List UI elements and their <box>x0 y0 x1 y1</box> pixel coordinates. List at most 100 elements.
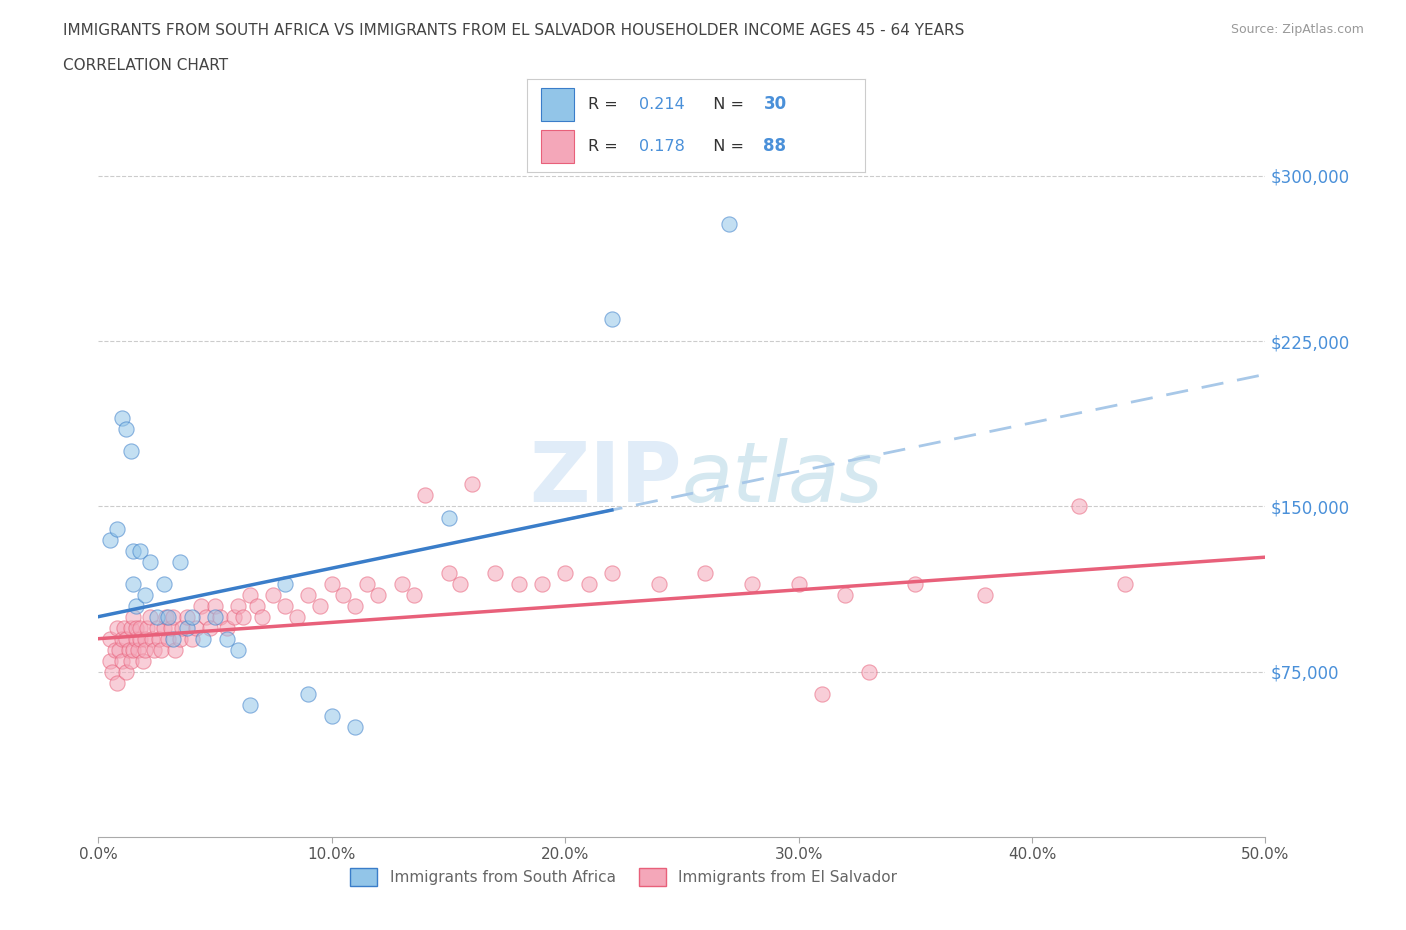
Point <box>717 217 740 232</box>
Point <box>695 565 717 580</box>
Point <box>98 631 121 646</box>
Point <box>139 554 162 569</box>
FancyBboxPatch shape <box>541 130 575 163</box>
Text: N =: N = <box>703 97 749 112</box>
Point <box>1114 577 1136 591</box>
Point <box>157 631 180 646</box>
Point <box>172 620 194 635</box>
Point <box>402 587 425 602</box>
Point <box>112 620 135 635</box>
Text: 0.178: 0.178 <box>638 139 685 153</box>
Point <box>321 709 343 724</box>
Point <box>146 609 169 624</box>
Point <box>974 587 997 602</box>
Point <box>297 686 319 701</box>
Point <box>484 565 506 580</box>
Point <box>741 577 763 591</box>
Text: R =: R = <box>588 97 623 112</box>
Point <box>232 609 254 624</box>
Point <box>413 488 436 503</box>
Point <box>600 565 623 580</box>
Point <box>508 577 530 591</box>
Point <box>129 543 152 558</box>
Point <box>204 598 226 613</box>
Point <box>321 577 343 591</box>
Text: IMMIGRANTS FROM SOUTH AFRICA VS IMMIGRANTS FROM EL SALVADOR HOUSEHOLDER INCOME A: IMMIGRANTS FROM SOUTH AFRICA VS IMMIGRAN… <box>63 23 965 38</box>
Point <box>148 631 170 646</box>
Point <box>204 609 226 624</box>
Point <box>391 577 413 591</box>
Point <box>125 598 148 613</box>
Point <box>461 477 484 492</box>
Point <box>122 609 145 624</box>
Text: R =: R = <box>588 139 623 153</box>
Point <box>159 620 181 635</box>
Point <box>129 620 152 635</box>
Text: CORRELATION CHART: CORRELATION CHART <box>63 58 228 73</box>
Point <box>169 554 191 569</box>
Point <box>437 510 460 525</box>
Point <box>262 587 284 602</box>
Point <box>115 664 138 679</box>
Point <box>115 631 138 646</box>
Point <box>104 643 127 658</box>
Point <box>811 686 834 701</box>
Point <box>344 598 367 613</box>
Point <box>297 587 319 602</box>
Point <box>120 444 142 458</box>
Point <box>105 620 128 635</box>
Point <box>155 609 177 624</box>
Point <box>239 587 262 602</box>
Point <box>344 720 367 735</box>
Point <box>186 620 208 635</box>
Point <box>134 631 156 646</box>
Point <box>190 598 212 613</box>
Point <box>246 598 269 613</box>
Point <box>134 587 156 602</box>
Point <box>132 653 155 668</box>
Point <box>578 577 600 591</box>
Point <box>222 609 245 624</box>
Point <box>111 653 134 668</box>
Point <box>449 577 471 591</box>
Point <box>530 577 553 591</box>
Point <box>120 620 142 635</box>
Point <box>120 653 142 668</box>
Point <box>111 631 134 646</box>
Point <box>162 631 184 646</box>
Point <box>125 631 148 646</box>
Point <box>115 422 138 437</box>
Text: Source: ZipAtlas.com: Source: ZipAtlas.com <box>1230 23 1364 36</box>
Point <box>554 565 576 580</box>
Point <box>356 577 378 591</box>
Point <box>193 631 215 646</box>
Point <box>194 609 217 624</box>
Point <box>367 587 389 602</box>
Text: 30: 30 <box>763 95 786 113</box>
Point <box>169 631 191 646</box>
Point <box>152 577 174 591</box>
Point <box>139 609 162 624</box>
Point <box>143 643 166 658</box>
Text: atlas: atlas <box>682 438 883 520</box>
Point <box>1067 499 1090 514</box>
Point <box>228 598 250 613</box>
Point <box>274 598 297 613</box>
Point <box>105 521 128 536</box>
Point <box>141 631 163 646</box>
Point <box>904 577 927 591</box>
Point <box>127 643 149 658</box>
Point <box>162 609 184 624</box>
Point <box>787 577 810 591</box>
Point <box>858 664 880 679</box>
Text: 88: 88 <box>763 137 786 155</box>
Point <box>228 643 250 658</box>
Point <box>98 532 121 547</box>
Legend: Immigrants from South Africa, Immigrants from El Salvador: Immigrants from South Africa, Immigrants… <box>342 860 905 894</box>
Point <box>332 587 354 602</box>
Point <box>180 609 202 624</box>
Point <box>125 620 148 635</box>
Point <box>180 631 202 646</box>
Point <box>239 698 262 712</box>
Point <box>146 620 169 635</box>
